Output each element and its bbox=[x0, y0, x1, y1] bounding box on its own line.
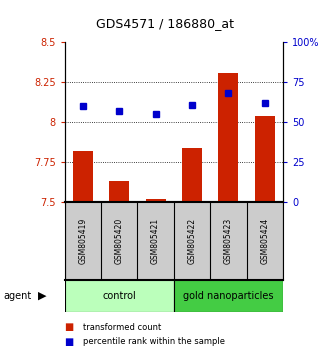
Text: GSM805420: GSM805420 bbox=[115, 218, 124, 264]
Bar bbox=[218, 73, 238, 202]
Text: ■: ■ bbox=[65, 337, 74, 347]
Text: GSM805421: GSM805421 bbox=[151, 218, 160, 264]
Text: ■: ■ bbox=[65, 322, 74, 332]
Bar bbox=[65, 280, 174, 312]
Text: GSM805424: GSM805424 bbox=[260, 218, 269, 264]
Text: GDS4571 / 186880_at: GDS4571 / 186880_at bbox=[97, 17, 234, 30]
Text: GSM805419: GSM805419 bbox=[78, 218, 87, 264]
Bar bbox=[255, 116, 275, 202]
Bar bbox=[182, 148, 202, 202]
Text: control: control bbox=[102, 291, 136, 301]
Text: agent: agent bbox=[3, 291, 31, 301]
Text: GSM805422: GSM805422 bbox=[187, 218, 197, 264]
Text: transformed count: transformed count bbox=[83, 323, 161, 332]
Text: gold nanoparticles: gold nanoparticles bbox=[183, 291, 274, 301]
Bar bbox=[174, 280, 283, 312]
Text: ▶: ▶ bbox=[38, 291, 47, 301]
Text: GSM805423: GSM805423 bbox=[224, 218, 233, 264]
Bar bbox=[146, 199, 166, 202]
Bar bbox=[73, 151, 93, 202]
Text: percentile rank within the sample: percentile rank within the sample bbox=[83, 337, 225, 346]
Bar bbox=[109, 181, 129, 202]
